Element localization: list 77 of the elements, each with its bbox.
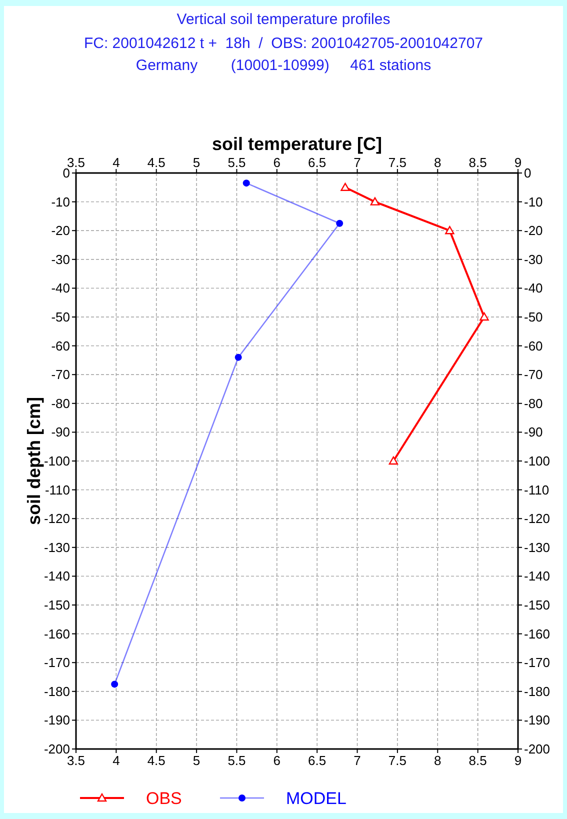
y-tick-label: -30 [51,252,70,267]
y-tick-label: -150 [44,598,70,612]
chart-title: Vertical soil temperature profiles [176,11,390,28]
y-tick-label: -70 [51,367,70,382]
y-tick-label: -80 [51,396,70,411]
y2-tick-label: -100 [524,454,550,468]
y-tick-label: -130 [44,540,70,555]
point [111,680,118,688]
point [242,180,250,187]
y2-tick-label: -150 [524,598,550,612]
legend-label: MODEL [286,789,346,808]
y2-tick-label: -110 [524,482,550,498]
y2-tick-label: -80 [524,396,543,411]
point [234,354,242,361]
y2-tick-label: -170 [524,655,550,670]
y-tick-label: -90 [51,424,70,440]
y2-tick-label: -120 [524,511,550,526]
y2-tick-label: -50 [524,310,543,324]
y-tick-label: -180 [44,684,70,699]
x-tick-label: 4 [112,155,120,170]
y2-tick-label: -190 [524,712,550,728]
x2-tick-label: 5 [192,753,200,768]
x-tick-label: 6.5 [308,155,326,170]
legend-label: OBS [146,789,182,808]
x2-tick-label: 4.5 [147,753,166,768]
point [388,456,398,465]
y2-tick-label: -160 [524,626,550,642]
y-tick-label: -40 [51,280,70,296]
x2-tick-label: 5.5 [228,753,246,768]
y2-tick-label: -180 [524,684,550,699]
x-tick-label: 8 [434,155,442,170]
x-tick-label: 7.5 [388,155,406,170]
y2-tick-label: -90 [524,424,543,440]
x2-tick-label: 4 [112,753,120,768]
y-axis-title: soil depth [cm] [24,396,44,526]
y2-tick-label: -70 [524,367,543,382]
point [370,197,380,206]
y-tick-label: -50 [51,310,70,324]
chart-subtitle: FC: 2001042612 t + 18h / OBS: 2001042705-2001042707 Germany (10001-10999) 461 stations [84,35,484,74]
y2-tick-label: -10 [524,194,543,210]
x-tick-label: 5.5 [228,155,246,170]
point [340,182,350,191]
x-tick-label: 9 [514,155,522,170]
point [480,312,489,321]
point [336,220,344,227]
y-tick-label: -120 [44,511,70,526]
y2-tick-label: 0 [524,166,532,180]
x-tick-label: 7 [354,155,361,170]
x2-tick-label: 8.5 [468,753,487,768]
x2-tick-label: 6.5 [308,753,326,768]
x2-tick-label: 9 [514,753,522,768]
x2-tick-label: 8 [434,753,442,768]
y-tick-label: -20 [51,223,70,238]
y2-tick-label: -130 [524,540,550,555]
y-tick-label: -190 [44,712,70,728]
x-axis-title: soil temperature [C] [212,134,382,154]
x2-tick-label: 7.5 [388,753,406,768]
y-tick-label: -100 [44,454,70,468]
y-tick-label: -110 [44,482,70,498]
x-tick-label: 4.5 [147,155,166,170]
y2-tick-label: -30 [524,252,543,267]
y2-tick-label: -40 [524,280,543,296]
y2-tick-label: -140 [524,568,550,584]
y2-tick-label: -20 [524,223,543,238]
y2-tick-label: -200 [524,742,550,756]
x-tick-label: 8.5 [468,155,487,170]
x-tick-label: 5 [192,155,200,170]
x2-tick-label: 6 [273,753,281,768]
y-tick-label: -60 [51,338,70,354]
x-tick-label: 6 [273,155,281,170]
point [445,226,454,234]
x2-tick-label: 7 [354,753,361,768]
y2-tick-label: -60 [524,338,543,354]
y-tick-label: -170 [44,655,70,670]
y-tick-label: -10 [51,194,70,210]
y-tick-label: -160 [44,626,70,642]
y-tick-label: -140 [44,568,70,584]
